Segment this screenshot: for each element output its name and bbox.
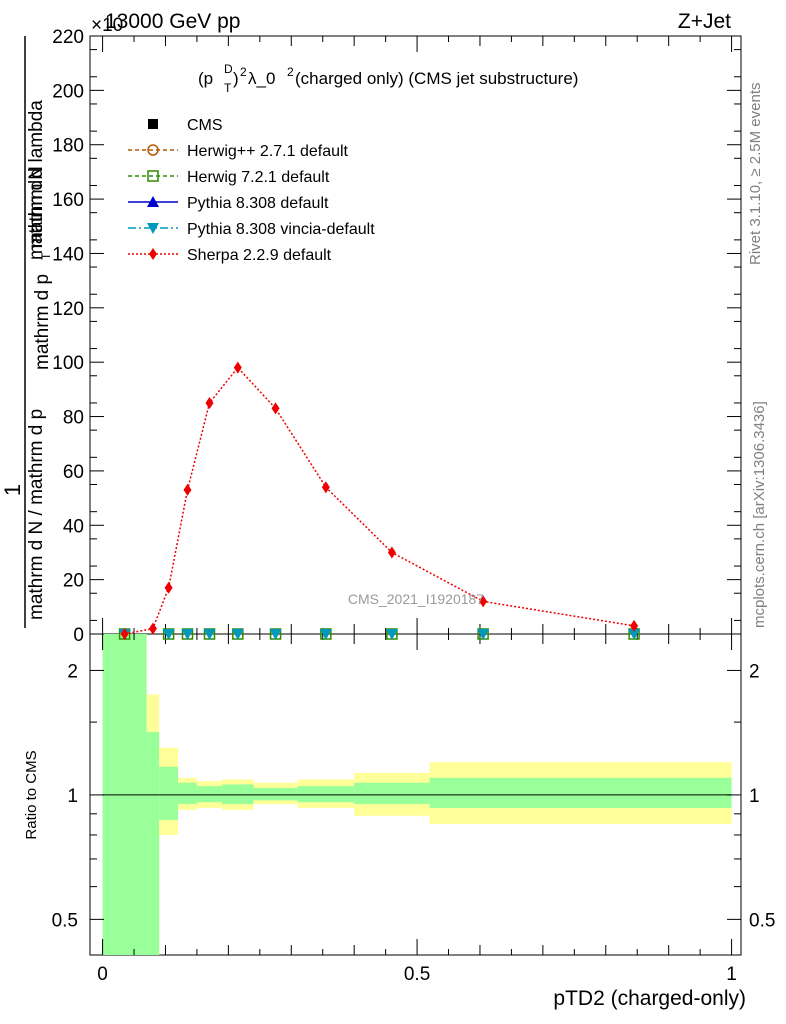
sherpa-point-3 xyxy=(183,483,192,496)
y-label-denominator: mathrm d N / mathrm d p xyxy=(26,409,47,620)
y-label-num-t: T xyxy=(39,252,53,260)
y-tick-label-40: 40 xyxy=(63,516,84,537)
sherpa-point-5 xyxy=(233,361,242,374)
legend-marker-0 xyxy=(148,119,158,129)
ratio-band-inner-3 xyxy=(178,782,197,805)
vincia-point-7 xyxy=(385,629,398,640)
ratio-axis-ticks: 0.5 0.5 1 1 2 2 xyxy=(52,661,776,931)
y-tick-label-20: 20 xyxy=(63,571,84,592)
plot-title-sub-t: T xyxy=(224,81,232,95)
y-label-num-tail: mathrm d lambda xyxy=(26,100,47,248)
plot-title-tail: (charged only) (CMS jet substructure) xyxy=(295,69,578,88)
sherpa-point-7 xyxy=(321,481,330,494)
x-tick-label-2: 1 xyxy=(726,964,737,985)
y-tick-label-140: 140 xyxy=(52,244,84,265)
legend-label-0: CMS xyxy=(187,117,223,134)
vincia-point-4 xyxy=(231,629,244,640)
legend-marker-1 xyxy=(147,144,159,156)
legend-label-5: Sherpa 2.2.9 default xyxy=(187,247,332,264)
legend-label-1: Herwig++ 2.7.1 default xyxy=(187,143,349,160)
y-tick-label-120: 120 xyxy=(52,299,84,320)
mcplots-reference-label: mcplots.cern.ch [arXiv:1306.3436] xyxy=(751,401,768,628)
process-label: Z+Jet xyxy=(678,10,731,33)
ratio-y-tick-label-2: 2 xyxy=(67,661,78,682)
plot-title-sup-2b: 2 xyxy=(287,65,294,79)
y-tick-label-180: 180 xyxy=(52,136,84,157)
main-axis-ticks: 0 20 40 60 80 100 120 140 160 180 200 220 0 0.5 1 xyxy=(52,27,741,985)
plot-title-sup-2: 2 xyxy=(240,65,247,79)
vincia-point-5 xyxy=(269,629,282,640)
y-tick-label-220: 220 xyxy=(52,27,84,48)
collision-energy-label: 13000 GeV pp xyxy=(105,10,240,33)
vincia-point-9 xyxy=(628,629,641,640)
y-tick-label-100: 100 xyxy=(52,353,84,374)
legend-marker-5 xyxy=(149,248,157,260)
ratio-bands xyxy=(102,634,732,955)
legend-marker-2 xyxy=(147,170,159,182)
ratio-y-tick-label-0: 0.5 xyxy=(52,910,78,931)
legend-label-4: Pythia 8.308 vincia-default xyxy=(187,221,375,238)
ratio-y-tick-label-right-1: 1 xyxy=(749,786,760,807)
sherpa-point-2 xyxy=(164,581,173,594)
sherpa-point-8 xyxy=(387,546,396,559)
series-layer xyxy=(118,361,641,640)
sherpa-point-10 xyxy=(630,619,639,632)
x-tick-label-0: 0 xyxy=(97,964,108,985)
x-tick-label-1: 0.5 xyxy=(404,964,430,985)
ratio-y-tick-label-right-2: 2 xyxy=(749,661,760,682)
ratio-band-inner-6 xyxy=(253,787,298,801)
vincia-point-3 xyxy=(203,629,216,640)
vincia-point-1 xyxy=(162,629,175,640)
plot-title-p: (p xyxy=(198,69,213,88)
ratio-y-tick-label-right-0: 0.5 xyxy=(749,910,775,931)
plot-title: (p D T ) 2 λ_0 2 (charged only) (CMS jet… xyxy=(198,62,578,95)
y-label-num-main: mathrm d p xyxy=(32,274,53,370)
y-tick-label-200: 200 xyxy=(52,81,84,102)
legend-label-3: Pythia 8.308 default xyxy=(187,195,329,212)
sherpa-point-9 xyxy=(479,595,488,608)
analysis-watermark: CMS_2021_I1920187 xyxy=(348,591,484,607)
ratio-band-inner-9 xyxy=(429,777,732,808)
vincia-point-8 xyxy=(477,629,490,640)
ratio-band-inner-7 xyxy=(297,786,355,803)
sherpa-point-4 xyxy=(205,396,214,409)
ratio-band-inner-8 xyxy=(354,782,430,805)
legend-label-2: Herwig 7.2.1 default xyxy=(187,169,330,186)
ratio-band-inner-2 xyxy=(159,766,179,820)
ratio-y-tick-label-1: 1 xyxy=(67,786,78,807)
sherpa-point-6 xyxy=(271,402,280,415)
legend-marker-4 xyxy=(147,223,159,234)
legend-marker-3 xyxy=(147,196,159,207)
sherpa-line xyxy=(124,366,635,635)
plot-title-close: ) xyxy=(233,69,239,88)
legend: CMS Herwig++ 2.7.1 default Herwig 7.2.1 de… xyxy=(128,117,375,264)
ratio-band-inner-1 xyxy=(146,731,160,955)
ratio-band-inner-4 xyxy=(196,786,223,803)
vincia-point-6 xyxy=(319,629,332,640)
rivet-version-label: Rivet 3.1.10, ≥ 2.5M events xyxy=(747,83,764,266)
ratio-band-inner-5 xyxy=(222,784,254,805)
plot-title-sup-d: D xyxy=(224,62,233,76)
vincia-point-2 xyxy=(181,629,194,640)
x-axis-label: pTD2 (charged-only) xyxy=(553,987,746,1010)
exponent-label: ×10 xyxy=(91,15,123,36)
y-tick-label-0: 0 xyxy=(73,625,84,646)
sherpa-point-0 xyxy=(120,628,129,640)
y-label-one: 1 xyxy=(0,484,25,496)
sherpa-point-1 xyxy=(148,622,157,635)
plot-title-lambda: λ_0 xyxy=(248,69,275,88)
main-y-axis-label: 1 mathrm d N / mathrm d p mathrm dN math… xyxy=(0,36,53,628)
y-label-numerator: mathrm dN xyxy=(26,166,47,260)
y-tick-label-80: 80 xyxy=(63,408,84,429)
y-tick-label-60: 60 xyxy=(63,462,84,483)
ratio-y-axis-label: Ratio to CMS xyxy=(23,750,40,839)
y-tick-label-160: 160 xyxy=(52,190,84,211)
